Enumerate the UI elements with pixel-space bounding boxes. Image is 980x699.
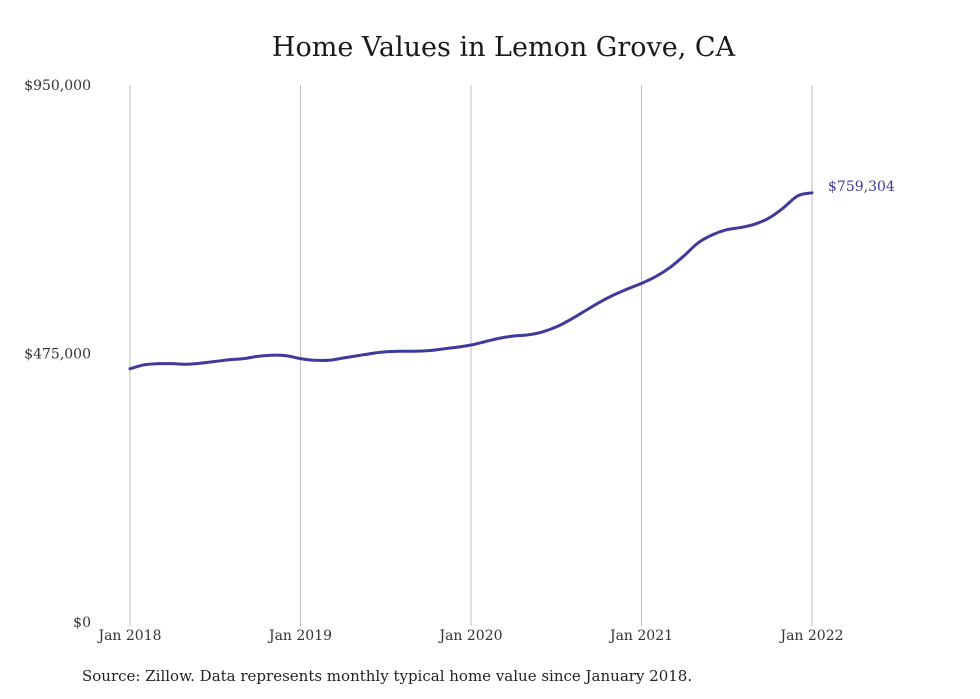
y-axis-ticks: $0 $475,000 $950,000 (24, 78, 91, 631)
chart-title: Home Values in Lemon Grove, CA (271, 32, 736, 63)
end-value-label: $759,304 (828, 179, 895, 195)
gridlines (129, 85, 813, 626)
series-layer (128, 191, 814, 371)
series-line (128, 191, 814, 371)
x-tick-label: Jan 2020 (437, 628, 502, 644)
x-axis-ticks: Jan 2018 Jan 2019 Jan 2020 Jan 2021 Jan 2022 (96, 628, 843, 644)
source-note: Source: Zillow. Data represents monthly … (82, 667, 693, 685)
y-tick-label: $475,000 (24, 347, 91, 363)
x-tick-label: Jan 2021 (608, 628, 673, 644)
y-tick-label: $0 (73, 615, 91, 631)
y-tick-label: $950,000 (24, 78, 91, 94)
x-tick-label: Jan 2018 (96, 628, 161, 644)
x-tick-label: Jan 2022 (778, 628, 843, 644)
x-tick-label: Jan 2019 (267, 628, 332, 644)
